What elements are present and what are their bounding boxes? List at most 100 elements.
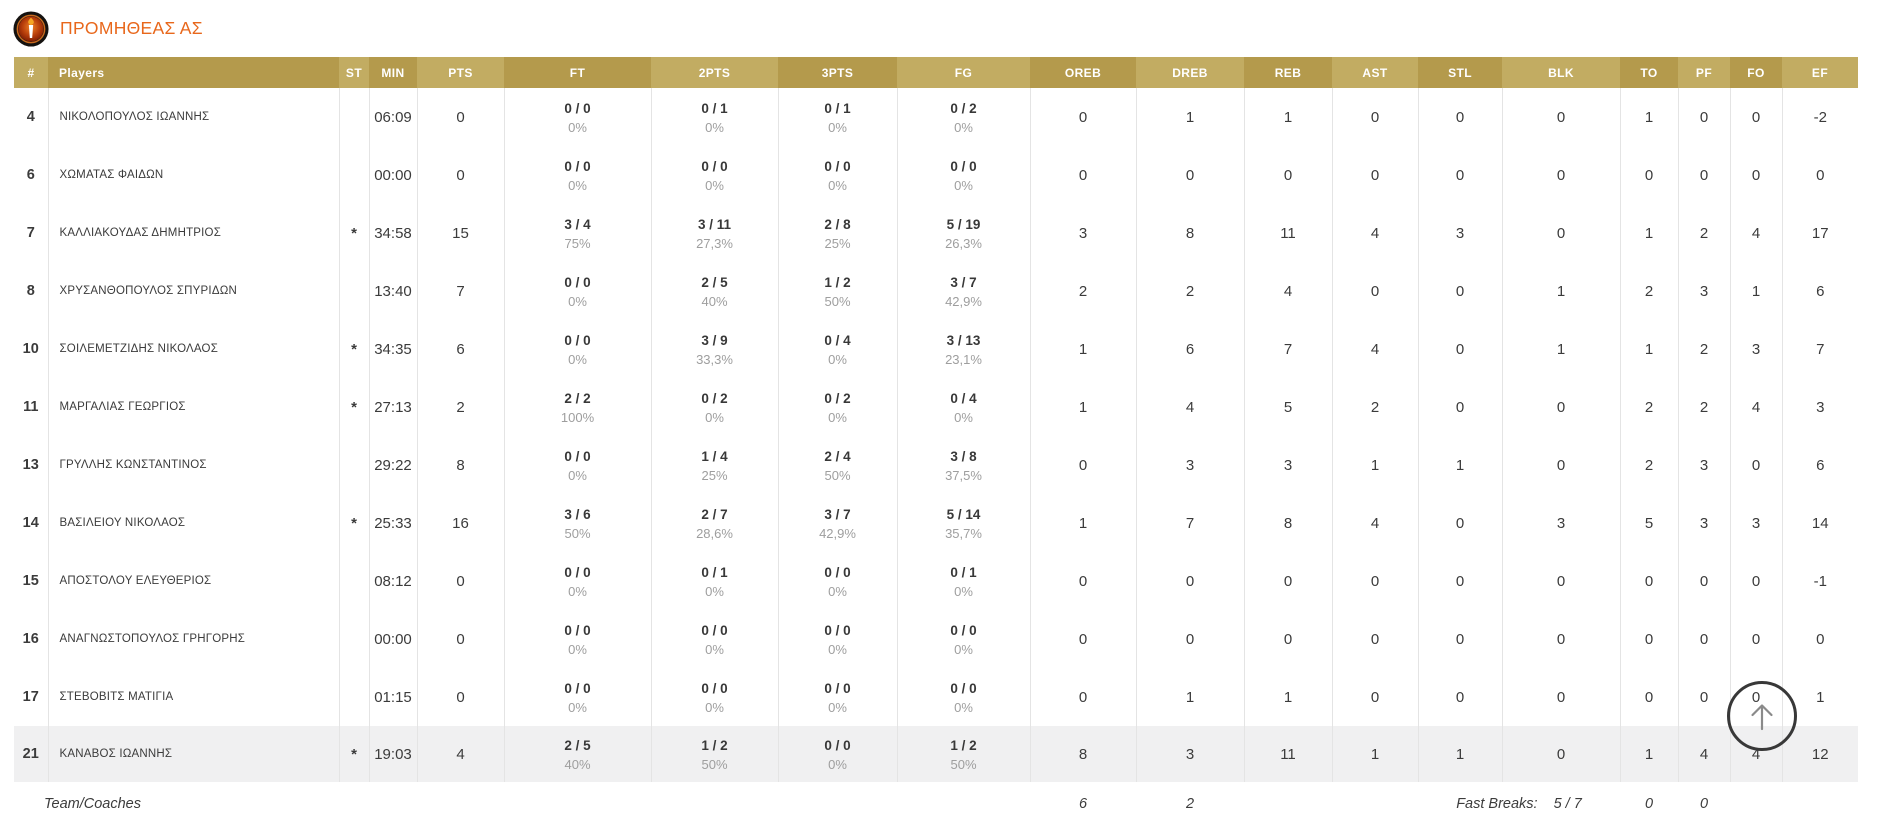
- stl-value: 0: [1417, 146, 1502, 204]
- ef-value: 0: [1781, 146, 1858, 204]
- team-fo-empty: [1730, 782, 1782, 826]
- player-number: 4: [26, 109, 35, 125]
- pf-value: 0: [1677, 668, 1730, 726]
- free-throws-made-attempted: 0 / 0: [564, 565, 591, 581]
- player-name: ΒΑΣΙΛΕΙΟΥ ΝΙΚΟΛΑΟΣ: [47, 494, 339, 552]
- fo-value: 4: [1729, 378, 1782, 436]
- table-header: # Players ST MIN PTS FT 2PTS 3PTS FG ORE…: [14, 57, 1858, 88]
- points-value: 16: [416, 494, 504, 552]
- field-goals-made-attempted: 0 / 0: [950, 681, 977, 697]
- three-points-cell: 3 / 7 42,9%: [777, 494, 897, 552]
- minutes-value: 34:35: [368, 320, 417, 378]
- two-points-percent: 27,3%: [696, 235, 733, 251]
- col-field-goals: FG: [897, 57, 1030, 88]
- three-points-percent: 0%: [828, 641, 847, 657]
- two-points-cell: 1 / 2 50%: [650, 726, 778, 782]
- reb-value: 0: [1243, 552, 1332, 610]
- two-points-cell: 0 / 1 0%: [650, 552, 778, 610]
- field-goals-percent: 26,3%: [945, 235, 982, 251]
- field-goals-percent: 23,1%: [945, 351, 982, 367]
- player-row: 6 ΧΩΜΑΤΑΣ ΦΑΙΔΩΝ 00:00 0 0 / 0 0% 0 / 0 0%…: [14, 146, 1858, 204]
- to-value: 2: [1619, 436, 1678, 494]
- field-goals-percent: 0%: [954, 409, 973, 425]
- to-value: 0: [1619, 552, 1678, 610]
- two-points-cell: 0 / 1 0%: [650, 88, 778, 146]
- blk-value: 1: [1501, 262, 1620, 320]
- field-goals-cell: 0 / 0 0%: [896, 146, 1030, 204]
- dreb-value: 6: [1135, 320, 1244, 378]
- field-goals-cell: 0 / 1 0%: [896, 552, 1030, 610]
- stl-value: 0: [1417, 88, 1502, 146]
- team-oreb: 6: [1078, 796, 1088, 812]
- pf-value: 2: [1677, 320, 1730, 378]
- dreb-value: 8: [1135, 204, 1244, 262]
- player-row: 17 ΣΤΕΒΟΒΙΤΣ ΜΑΤΙΓΙΑ 01:15 0 0 / 0 0% 0 /…: [14, 668, 1858, 726]
- dreb-value: 1: [1135, 668, 1244, 726]
- player-number: 15: [22, 573, 39, 589]
- two-points-made-attempted: 3 / 9: [701, 333, 728, 349]
- reb-value: 0: [1243, 146, 1332, 204]
- fo-value: 0: [1729, 146, 1782, 204]
- fast-breaks-label: Fast Breaks:: [1456, 796, 1538, 812]
- player-number: 17: [22, 689, 39, 705]
- two-points-made-attempted: 0 / 1: [701, 101, 728, 117]
- team-name[interactable]: ΠΡΟΜΗΘΕΑΣ ΑΣ: [60, 18, 203, 38]
- team-coaches-label: Team/Coaches: [44, 796, 141, 812]
- starter-mark: *: [338, 378, 369, 436]
- free-throws-cell: 3 / 6 50%: [503, 494, 651, 552]
- two-points-cell: 1 / 4 25%: [650, 436, 778, 494]
- minutes-value: 06:09: [368, 88, 417, 146]
- field-goals-made-attempted: 0 / 0: [950, 623, 977, 639]
- field-goals-cell: 0 / 2 0%: [896, 88, 1030, 146]
- player-number: 7: [26, 225, 35, 241]
- two-points-percent: 0%: [705, 699, 724, 715]
- two-points-percent: 0%: [705, 641, 724, 657]
- col-free-throws: FT: [504, 57, 651, 88]
- points-value: 0: [416, 668, 504, 726]
- fo-value: 4: [1729, 204, 1782, 262]
- free-throws-made-attempted: 0 / 0: [564, 681, 591, 697]
- ast-value: 4: [1331, 494, 1418, 552]
- ef-value: 14: [1781, 494, 1858, 552]
- dreb-value: 3: [1135, 726, 1244, 782]
- blk-value: 1: [1501, 320, 1620, 378]
- field-goals-cell: 3 / 13 23,1%: [896, 320, 1030, 378]
- scroll-to-top-button[interactable]: [1727, 681, 1797, 751]
- player-name: ΑΝΑΓΝΩΣΤΟΠΟΥΛΟΣ ΓΡΗΓΟΡΗΣ: [47, 610, 339, 668]
- free-throws-percent: 0%: [568, 351, 587, 367]
- col-defensive-rebounds: DREB: [1136, 57, 1244, 88]
- oreb-value: 1: [1029, 494, 1136, 552]
- ast-value: 0: [1331, 146, 1418, 204]
- minutes-value: 29:22: [368, 436, 417, 494]
- dreb-value: 1: [1135, 88, 1244, 146]
- pf-value: 0: [1677, 552, 1730, 610]
- three-points-cell: 0 / 0 0%: [777, 610, 897, 668]
- two-points-made-attempted: 3 / 11: [697, 217, 732, 233]
- two-points-made-attempted: 0 / 1: [701, 565, 728, 581]
- col-fouls-on: FO: [1730, 57, 1782, 88]
- two-points-made-attempted: 2 / 5: [701, 275, 728, 291]
- col-points: PTS: [417, 57, 504, 88]
- free-throws-cell: 0 / 0 0%: [503, 320, 651, 378]
- blk-value: 0: [1501, 552, 1620, 610]
- minutes-value: 00:00: [368, 610, 417, 668]
- field-goals-cell: 5 / 14 35,7%: [896, 494, 1030, 552]
- col-turnovers: TO: [1620, 57, 1678, 88]
- field-goals-made-attempted: 3 / 8: [950, 449, 977, 465]
- field-goals-cell: 0 / 0 0%: [896, 610, 1030, 668]
- stl-value: 0: [1417, 668, 1502, 726]
- player-row: 10 ΣΟΙΛΕΜΕΤΖΙΔΗΣ ΝΙΚΟΛΑΟΣ * 34:35 6 0 / …: [14, 320, 1858, 378]
- three-points-percent: 0%: [828, 119, 847, 135]
- points-value: 7: [416, 262, 504, 320]
- team-logo[interactable]: [13, 10, 49, 47]
- minutes-value: 34:58: [368, 204, 417, 262]
- player-row: 16 ΑΝΑΓΝΩΣΤΟΠΟΥΛΟΣ ΓΡΗΓΟΡΗΣ 00:00 0 0 / …: [14, 610, 1858, 668]
- three-points-cell: 2 / 4 50%: [777, 436, 897, 494]
- free-throws-percent: 0%: [568, 641, 587, 657]
- player-number: 11: [23, 399, 39, 415]
- reb-value: 4: [1243, 262, 1332, 320]
- team-pf: 0: [1699, 796, 1709, 812]
- pf-value: 3: [1677, 494, 1730, 552]
- free-throws-percent: 0%: [568, 293, 587, 309]
- reb-value: 3: [1243, 436, 1332, 494]
